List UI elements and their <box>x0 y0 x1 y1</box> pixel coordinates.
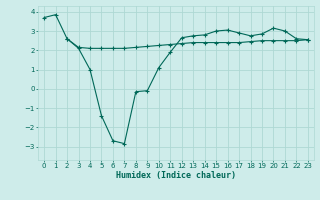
X-axis label: Humidex (Indice chaleur): Humidex (Indice chaleur) <box>116 171 236 180</box>
